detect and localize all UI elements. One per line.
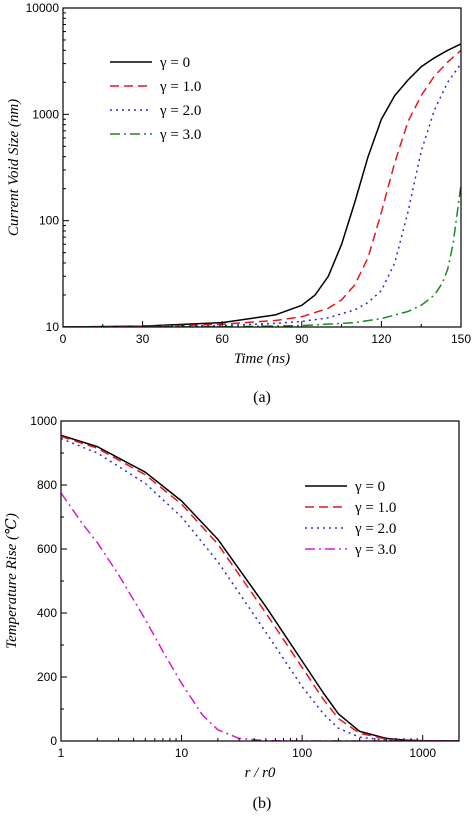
series-line-1 bbox=[63, 49, 461, 327]
y-tick-label-2: 400 bbox=[37, 606, 57, 620]
legend-label-1: γ = 1.0 bbox=[354, 500, 396, 516]
y-tick-label-3: 600 bbox=[37, 542, 57, 556]
y-tick-label-1: 200 bbox=[37, 670, 57, 684]
y-tick-label-0: 10 bbox=[46, 320, 60, 334]
legend-label-0: γ = 0 bbox=[159, 55, 190, 71]
x-tick-label-0: 0 bbox=[60, 332, 67, 346]
y-tick-label-5: 1000 bbox=[30, 414, 57, 428]
x-tick-label-3: 90 bbox=[295, 332, 309, 346]
series-line-1 bbox=[61, 435, 459, 741]
legend-label-2: γ = 2.0 bbox=[159, 103, 201, 119]
plot-frame bbox=[60, 420, 460, 742]
x-tick-label-4: 120 bbox=[371, 332, 391, 346]
panel-label: (b) bbox=[253, 795, 272, 812]
panel-label: (a) bbox=[253, 389, 271, 406]
x-tick-label-0: 1 bbox=[58, 746, 65, 760]
y-axis-title: Temperature Rise (℃) bbox=[4, 513, 20, 649]
chart-a: 0 30 60 90 120 150 10 100 1000 10000 Time (ns) Curr… bbox=[6, 1, 471, 406]
y-tick-label-3: 10000 bbox=[26, 1, 60, 15]
x-axis-title: r / r0 bbox=[245, 765, 276, 781]
series-line-2 bbox=[63, 63, 461, 327]
plot-area bbox=[63, 43, 461, 327]
legend-label-3: γ = 3.0 bbox=[354, 542, 396, 558]
x-tick-label-2: 100 bbox=[292, 746, 312, 760]
y-tick-label-1: 100 bbox=[39, 214, 59, 228]
series-line-3 bbox=[61, 492, 459, 741]
x-axis-title: Time (ns) bbox=[234, 351, 290, 367]
chart-b: 1 10 100 1000 0 200 400 600 800 1000 r / r0 Tempera… bbox=[4, 414, 460, 812]
x-tick-label-5: 150 bbox=[451, 332, 471, 346]
legend-label-0: γ = 0 bbox=[354, 479, 385, 495]
x-tick-label-1: 30 bbox=[136, 332, 150, 346]
x-tick-label-2: 60 bbox=[216, 332, 230, 346]
y-tick-label-0: 0 bbox=[50, 734, 57, 748]
y-axis-title: Current Void Size (nm) bbox=[6, 99, 22, 236]
legend-label-1: γ = 1.0 bbox=[159, 79, 201, 95]
x-tick-label-3: 1000 bbox=[409, 746, 436, 760]
series-line-3 bbox=[63, 184, 461, 327]
series-line-0 bbox=[61, 434, 459, 741]
plot-frame bbox=[62, 7, 462, 328]
legend-label-3: γ = 3.0 bbox=[159, 127, 201, 143]
plot-area bbox=[61, 434, 459, 741]
x-tick-label-1: 10 bbox=[175, 746, 189, 760]
series-line-0 bbox=[63, 43, 461, 327]
y-tick-label-2: 1000 bbox=[32, 107, 59, 121]
legend-label-2: γ = 2.0 bbox=[354, 521, 396, 537]
y-tick-label-4: 800 bbox=[37, 478, 57, 492]
series-line-2 bbox=[61, 437, 459, 741]
